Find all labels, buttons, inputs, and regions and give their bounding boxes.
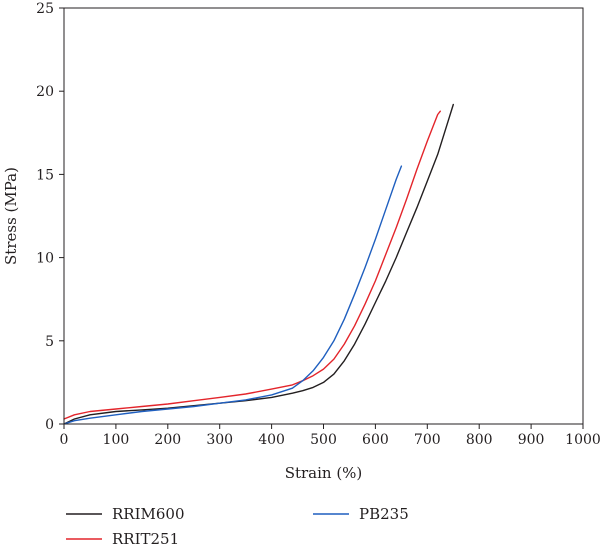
y-tick-label: 5 bbox=[45, 334, 54, 350]
y-tick-label: 0 bbox=[45, 417, 54, 433]
x-tick-label: 500 bbox=[310, 432, 337, 448]
y-axis-title: Stress (MPa) bbox=[2, 167, 20, 265]
legend-label: PB235 bbox=[359, 505, 409, 523]
x-tick-label: 600 bbox=[362, 432, 389, 448]
x-axis-title: Strain (%) bbox=[285, 464, 363, 482]
x-tick-label: 100 bbox=[103, 432, 130, 448]
plot-area bbox=[63, 103, 454, 425]
x-tick-label: 700 bbox=[414, 432, 441, 448]
y-tick-label: 25 bbox=[36, 1, 54, 17]
plot-frame bbox=[63, 7, 584, 425]
x-tick-label: 1000 bbox=[565, 432, 600, 448]
x-tick-label: 400 bbox=[258, 432, 285, 448]
series-line-pb235 bbox=[63, 165, 403, 425]
y-tick-label: 15 bbox=[36, 167, 54, 183]
x-tick-label: 900 bbox=[518, 432, 545, 448]
y-tick-label: 10 bbox=[36, 251, 54, 267]
legend: RRIM600 RRIT251 PB235 bbox=[66, 505, 409, 545]
axes: 0 100 200 300 400 500 600 700 800 900 1000 0 5 10 15 20… bbox=[2, 1, 600, 482]
y-tick-label: 20 bbox=[36, 84, 54, 100]
series-line-rrim600 bbox=[63, 103, 454, 425]
x-tick-label: 800 bbox=[466, 432, 493, 448]
legend-label: RRIM600 bbox=[112, 505, 185, 523]
series-line-rrit251 bbox=[63, 110, 441, 420]
x-tick-label: 200 bbox=[154, 432, 181, 448]
x-tick-label: 300 bbox=[206, 432, 233, 448]
legend-label: RRIT251 bbox=[112, 530, 179, 545]
x-tick-label: 0 bbox=[60, 432, 69, 448]
